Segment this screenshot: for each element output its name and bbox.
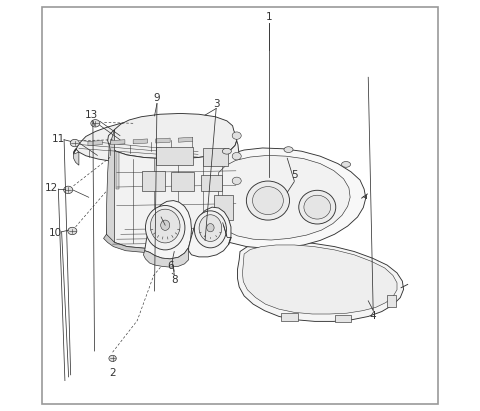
Ellipse shape (232, 152, 241, 160)
Polygon shape (238, 242, 404, 321)
Polygon shape (171, 173, 194, 191)
Ellipse shape (222, 148, 231, 154)
Text: 2: 2 (109, 368, 116, 378)
Ellipse shape (199, 215, 222, 242)
Ellipse shape (194, 211, 227, 248)
Text: 1: 1 (265, 12, 272, 22)
Polygon shape (108, 113, 237, 159)
Text: 4: 4 (370, 311, 376, 321)
Ellipse shape (284, 147, 293, 152)
Text: 11: 11 (52, 134, 65, 144)
Ellipse shape (91, 120, 100, 127)
Ellipse shape (304, 195, 331, 219)
Polygon shape (104, 231, 224, 252)
Polygon shape (133, 139, 147, 144)
Text: 9: 9 (154, 93, 160, 103)
Polygon shape (143, 171, 165, 191)
Polygon shape (335, 315, 350, 322)
Polygon shape (201, 175, 221, 191)
Ellipse shape (161, 220, 170, 230)
Ellipse shape (252, 187, 283, 215)
Polygon shape (156, 147, 193, 165)
Polygon shape (144, 201, 192, 259)
Ellipse shape (68, 227, 77, 235)
Ellipse shape (246, 181, 289, 220)
Text: 12: 12 (45, 183, 59, 193)
Ellipse shape (70, 139, 79, 147)
Polygon shape (116, 151, 119, 189)
Polygon shape (214, 195, 233, 220)
Polygon shape (88, 141, 102, 145)
Polygon shape (156, 138, 170, 143)
Ellipse shape (109, 355, 116, 362)
Ellipse shape (299, 190, 336, 224)
Ellipse shape (145, 206, 185, 250)
Ellipse shape (232, 132, 241, 139)
Text: 10: 10 (49, 229, 62, 238)
Polygon shape (210, 148, 366, 248)
Polygon shape (107, 141, 239, 248)
Polygon shape (179, 137, 193, 142)
Text: 7: 7 (225, 237, 232, 247)
Polygon shape (73, 120, 205, 162)
Polygon shape (110, 140, 125, 145)
Polygon shape (107, 129, 115, 242)
Polygon shape (73, 152, 79, 165)
Polygon shape (242, 245, 397, 314)
Text: 3: 3 (213, 99, 219, 109)
Polygon shape (217, 155, 350, 240)
Text: 8: 8 (172, 275, 179, 285)
Polygon shape (193, 142, 205, 157)
Polygon shape (203, 148, 228, 166)
Ellipse shape (232, 177, 241, 185)
Text: 5: 5 (291, 170, 298, 180)
Text: 6: 6 (167, 261, 173, 271)
Polygon shape (281, 313, 298, 321)
Ellipse shape (341, 162, 350, 167)
Polygon shape (189, 207, 231, 257)
Ellipse shape (64, 186, 73, 194)
Text: 13: 13 (84, 110, 98, 120)
Polygon shape (144, 247, 189, 267)
Polygon shape (387, 295, 396, 307)
Ellipse shape (207, 224, 214, 232)
Ellipse shape (150, 209, 180, 243)
